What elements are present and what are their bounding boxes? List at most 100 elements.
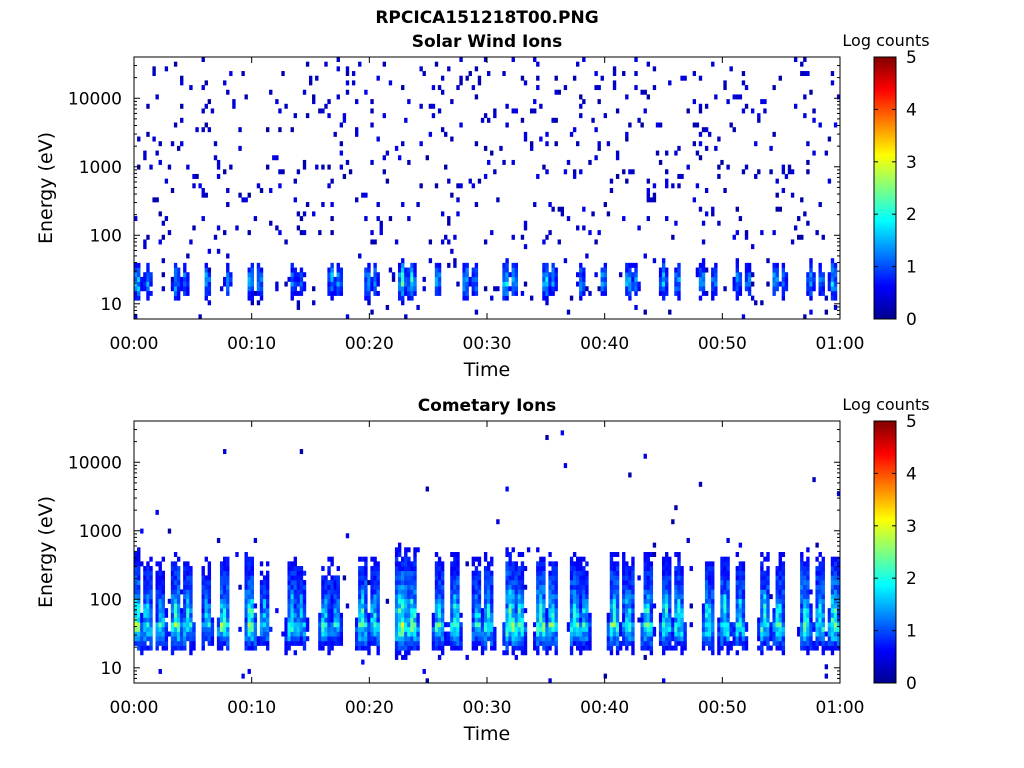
spectrogram-cell xyxy=(259,584,264,590)
spectrogram-cell xyxy=(800,594,804,600)
spectrogram-cell xyxy=(536,575,540,581)
spectrogram-cell xyxy=(226,584,230,590)
spectrogram-cell xyxy=(551,594,555,600)
spectrogram-cell xyxy=(223,626,227,632)
spectrogram-cell xyxy=(333,290,337,296)
spectrogram-cell xyxy=(373,584,377,590)
spectrogram-cell xyxy=(704,267,709,273)
spectrogram-cell xyxy=(585,584,589,590)
spectrogram-cell xyxy=(585,598,589,604)
spectrogram-cell xyxy=(483,575,488,581)
spectrogram-cell xyxy=(437,575,442,581)
spectrogram-cell xyxy=(643,617,647,623)
spectrogram-cell xyxy=(763,594,767,600)
spectrogram-cell xyxy=(358,253,362,259)
spectrogram-cell xyxy=(404,603,408,609)
spectrogram-cell xyxy=(548,570,552,576)
spectrogram-cell xyxy=(658,612,663,618)
spectrogram-cell xyxy=(803,608,807,614)
spectrogram-cell xyxy=(247,622,251,628)
spectrogram-cell xyxy=(615,570,620,576)
spectrogram-cell xyxy=(502,636,506,642)
spectrogram-cell xyxy=(207,631,212,637)
spectrogram-cell xyxy=(778,617,782,623)
x-tick-label: 00:00 xyxy=(110,334,159,354)
spectrogram-cell xyxy=(836,631,841,637)
spectrogram-cell xyxy=(364,286,368,292)
spectrogram-cell xyxy=(615,155,620,161)
spectrogram-cell xyxy=(201,188,205,193)
spectrogram-cell xyxy=(708,566,712,572)
spectrogram-cell xyxy=(520,570,525,576)
spectrogram-cell xyxy=(327,272,331,278)
spectrogram-cell xyxy=(180,117,184,123)
spectrogram-cell xyxy=(665,570,669,576)
spectrogram-cell xyxy=(741,636,746,642)
spectrogram-cell xyxy=(299,626,304,632)
spectrogram-cell xyxy=(821,561,825,567)
spectrogram-cell xyxy=(450,594,454,600)
spectrogram-cell xyxy=(818,561,822,567)
spectrogram-cell xyxy=(247,566,251,572)
spectrogram-cell xyxy=(296,589,301,595)
spectrogram-cell xyxy=(404,612,408,618)
spectrogram-cell xyxy=(440,575,445,581)
spectrogram-cell xyxy=(821,622,825,628)
spectrogram-cell xyxy=(487,612,491,618)
spectrogram-cell xyxy=(287,570,291,576)
spectrogram-cell xyxy=(833,575,838,581)
spectrogram-cell xyxy=(459,183,463,189)
spectrogram-cell xyxy=(554,117,558,123)
spectrogram-cell xyxy=(520,608,525,614)
spectrogram-cell xyxy=(833,622,838,628)
spectrogram-cell xyxy=(781,272,786,278)
spectrogram-cell xyxy=(336,603,340,609)
spectrogram-cell xyxy=(410,575,414,581)
spectrogram-cell xyxy=(170,570,175,576)
spectrogram-cell xyxy=(643,309,647,315)
spectrogram-cell xyxy=(269,188,273,193)
spectrogram-cell xyxy=(462,281,466,287)
spectrogram-cell xyxy=(781,640,786,646)
spectrogram-cell xyxy=(207,99,212,105)
spectrogram-cell xyxy=(456,556,460,562)
spectrogram-cell xyxy=(622,216,626,222)
spectrogram-cell xyxy=(505,608,509,614)
spectrogram-cell xyxy=(576,566,580,572)
spectrogram-cell xyxy=(290,612,294,618)
spectrogram-cell xyxy=(287,589,291,595)
spectrogram-cell xyxy=(781,552,786,557)
spectrogram-cell xyxy=(625,603,629,609)
spectrogram-cell xyxy=(358,580,362,586)
spectrogram-cell xyxy=(701,612,706,618)
spectrogram-cell xyxy=(508,580,512,586)
spectrogram-cell xyxy=(704,626,709,632)
spectrogram-cell xyxy=(622,594,626,600)
spectrogram-cell xyxy=(523,80,528,86)
spectrogram-cell xyxy=(778,281,782,287)
spectrogram-cell xyxy=(520,645,525,651)
spectrogram-cell xyxy=(204,603,208,609)
spectrogram-cell xyxy=(542,566,546,572)
spectrogram-cell xyxy=(836,561,841,567)
spectrogram-cell xyxy=(450,580,454,586)
spectrogram-cell xyxy=(818,584,822,590)
spectrogram-cell xyxy=(275,99,279,105)
spectrogram-cell xyxy=(548,598,552,604)
spectrogram-cell xyxy=(520,552,525,557)
spectrogram-cell xyxy=(189,594,193,600)
spectrogram-cell xyxy=(189,636,193,642)
spectrogram-cell xyxy=(468,281,472,287)
spectrogram-cell xyxy=(226,561,230,567)
spectrogram-cell xyxy=(628,295,632,301)
spectrogram-cell xyxy=(164,66,169,72)
spectrogram-cell xyxy=(812,281,816,287)
spectrogram-cell xyxy=(612,552,617,557)
spectrogram-cell xyxy=(582,612,586,618)
spectrogram-cell xyxy=(189,566,193,572)
spectrogram-cell xyxy=(757,117,761,123)
spectrogram-cell xyxy=(216,164,221,170)
spectrogram-cell xyxy=(661,570,666,576)
spectrogram-cell xyxy=(370,122,374,128)
